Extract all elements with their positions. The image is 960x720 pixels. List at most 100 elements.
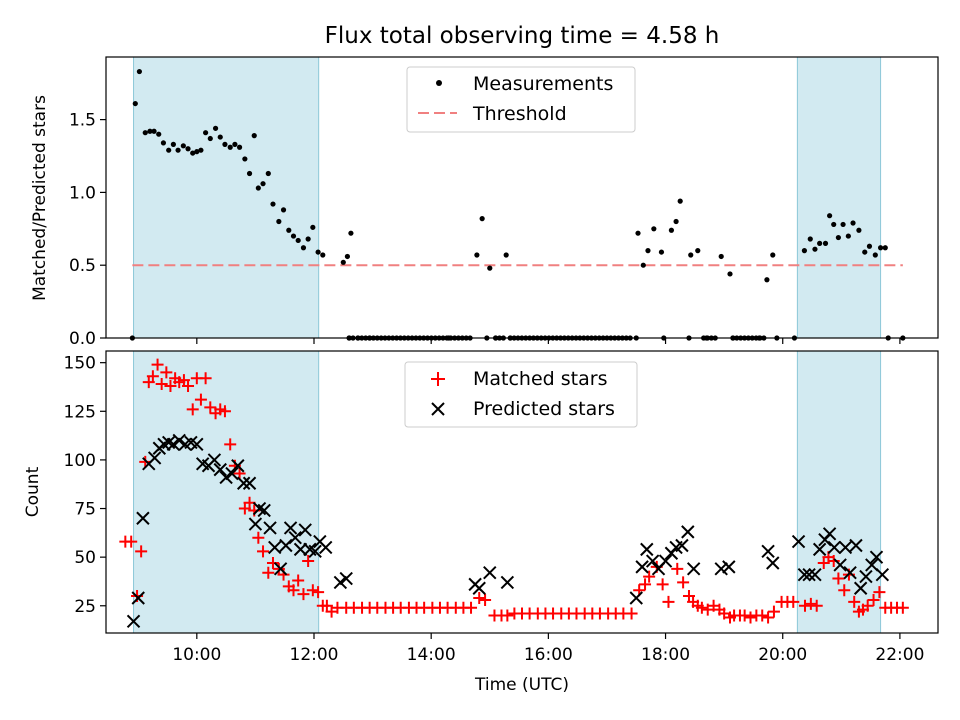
- measurement-point: [340, 259, 346, 265]
- y-tick-label: 1.5: [69, 111, 96, 131]
- measurement-point: [136, 68, 142, 75]
- measurement-point: [276, 218, 282, 225]
- measurement-point: [817, 240, 823, 246]
- measurement-point: [180, 143, 186, 149]
- matched-star-point: [233, 467, 246, 480]
- measurement-point: [640, 262, 646, 268]
- matched-star-point: [767, 605, 780, 618]
- predicted-star-point: [248, 517, 263, 531]
- measurement-point: [315, 249, 321, 255]
- predicted-star-point: [675, 538, 689, 553]
- matched-star-point: [495, 609, 508, 622]
- predicted-star-point: [236, 476, 251, 490]
- y-tick-label: 125: [64, 402, 96, 422]
- measurement-point: [866, 243, 873, 249]
- x-tick-label: 20:00: [758, 645, 807, 665]
- matched-star-point: [164, 380, 177, 393]
- predicted-star-point: [714, 562, 728, 576]
- matched-star-point: [139, 455, 152, 468]
- measurement-point: [151, 128, 157, 134]
- measurement-point: [718, 253, 724, 260]
- top-shaded-intervals: [133, 56, 882, 339]
- measurements-legend-marker: [436, 80, 442, 86]
- predicted-star-point: [635, 560, 649, 574]
- bottom-legend: Matched stars Predicted stars: [404, 361, 638, 428]
- measurement-point: [635, 230, 641, 236]
- matched-star-point: [292, 574, 305, 587]
- predicted-star-point: [308, 544, 322, 559]
- predicted-star-point: [131, 591, 145, 605]
- matched-star-point: [257, 545, 270, 558]
- matched-star-point: [218, 405, 231, 418]
- bottom-y-axis-label: Count: [23, 466, 43, 517]
- predicted-star-point: [172, 433, 186, 448]
- measurement-point: [831, 221, 837, 228]
- measurement-point: [822, 240, 829, 246]
- predicted-star-point: [242, 476, 257, 490]
- predicted-star-point: [213, 462, 227, 477]
- predicted-star-point: [319, 540, 333, 555]
- measurement-point: [260, 181, 266, 187]
- predicted-star-point: [808, 567, 822, 582]
- predicted-star-point: [681, 525, 695, 539]
- bottom-axes-frame: [105, 350, 939, 634]
- matched-star-point: [312, 586, 325, 599]
- predicted-star-point: [288, 530, 302, 545]
- measurement-point: [474, 252, 480, 258]
- predicted-star-point: [126, 614, 141, 629]
- predicted-star-point: [791, 534, 806, 549]
- chart-title: Flux total observing time = 4.58 h: [325, 23, 720, 49]
- measurement-point: [222, 141, 228, 147]
- matched-star-point: [224, 438, 237, 451]
- measurement-point: [270, 201, 276, 207]
- measurement-point: [487, 265, 493, 271]
- shaded-interval: [796, 350, 882, 634]
- matched-star-point: [832, 572, 845, 585]
- y-tick-label: 1.0: [69, 183, 96, 203]
- measurement-point: [677, 198, 683, 204]
- measurement-point: [300, 245, 307, 251]
- top-legend: Measurements Threshold: [406, 66, 636, 133]
- top-y-ticks: 0.0 0.5 1.0 1.5: [69, 111, 106, 349]
- predicted-star-point: [827, 540, 842, 555]
- predicted-star-point: [231, 459, 245, 473]
- matched-star-point: [194, 393, 207, 406]
- matched-star-point: [266, 556, 279, 569]
- predicted-star-point: [865, 558, 879, 572]
- predicted-star-point: [853, 581, 868, 595]
- predicted-star-point: [207, 453, 222, 467]
- matched-star-point: [252, 531, 265, 544]
- y-tick-label: 100: [64, 451, 96, 471]
- measurement-point: [764, 277, 770, 283]
- matched-star-point: [695, 601, 708, 614]
- top-panel: Flux total observing time = 4.58 h 0.00.…: [30, 23, 939, 349]
- predicted-star-point: [339, 571, 353, 586]
- x-tick-label: 22:00: [875, 645, 924, 665]
- matched-stars-legend-label: Matched stars: [473, 368, 607, 390]
- predicted-star-point: [761, 544, 775, 559]
- matched-star-point: [867, 593, 880, 606]
- predicted-star-point: [838, 540, 853, 555]
- predicted-star-point: [147, 451, 162, 465]
- measurement-point: [688, 252, 694, 258]
- measurement-point: [827, 213, 833, 219]
- measurement-point: [232, 141, 238, 147]
- matched-star-point: [146, 370, 159, 383]
- x-tick-label: 12:00: [290, 645, 339, 665]
- measurement-point: [344, 253, 350, 260]
- y-tick-label: 50: [74, 548, 96, 568]
- matched-stars-legend-marker: [431, 372, 445, 386]
- matched-star-point: [287, 584, 300, 597]
- matched-star-point: [804, 597, 817, 610]
- predicted-star-point: [849, 538, 863, 553]
- bottom-panel: 25 50 75 100 125 150 10:00 12:00 14:00 16:00 18:0…: [23, 350, 939, 695]
- predicted-star-point: [166, 437, 181, 452]
- predicted-star-point: [875, 567, 890, 582]
- measurement-point: [207, 135, 213, 142]
- measurement-point: [673, 218, 679, 225]
- predicted-star-point: [859, 569, 873, 584]
- measurement-point: [840, 221, 846, 228]
- matched-star-point: [787, 595, 800, 608]
- bottom-y-ticks: 25 50 75 100 125 150: [64, 354, 106, 617]
- predicted-star-point: [263, 521, 277, 535]
